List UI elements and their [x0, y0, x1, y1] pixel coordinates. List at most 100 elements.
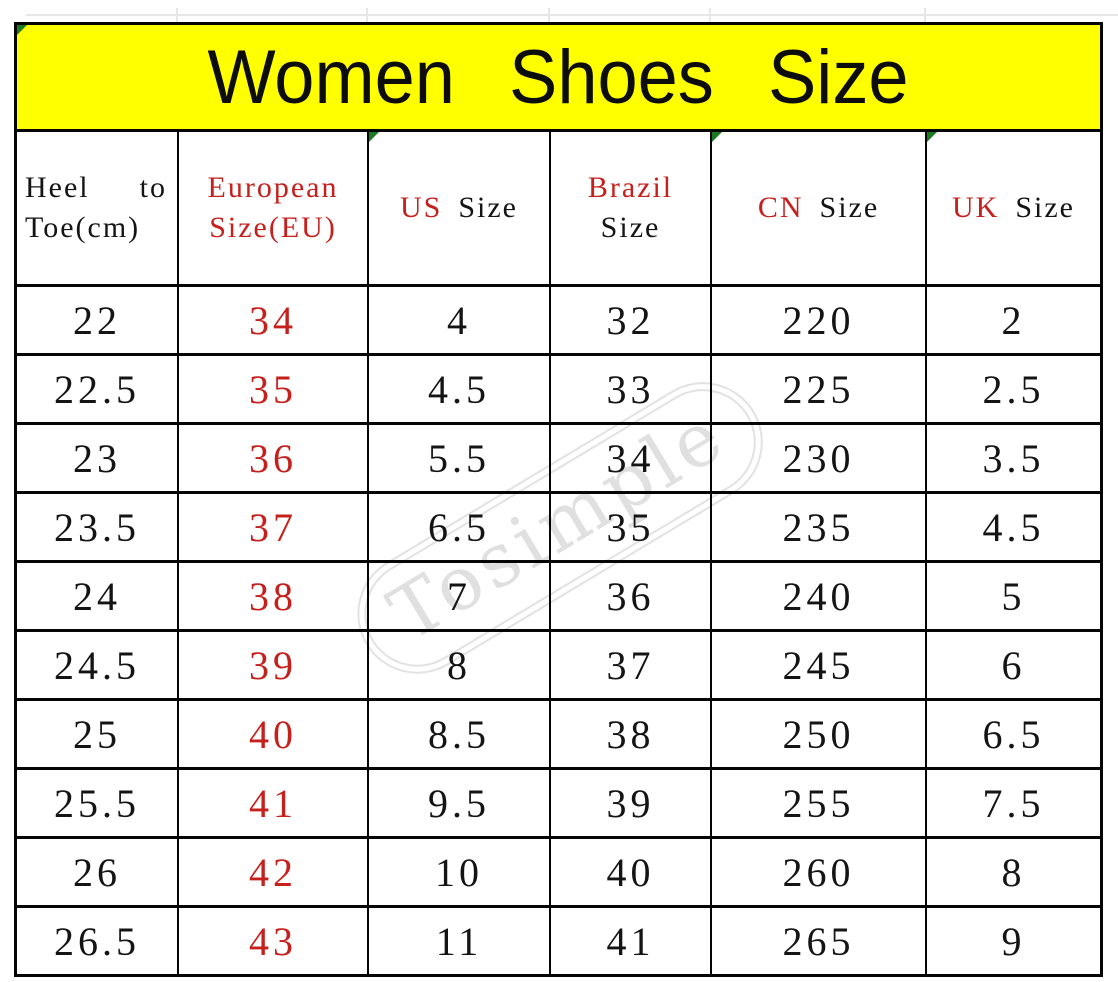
table-row: 25.5 41 9.5 39 255 7.5: [17, 767, 1100, 836]
header-uk-label: Size: [1015, 190, 1075, 224]
spreadsheet-gridline-stub: [709, 8, 711, 22]
spreadsheet-gridline-stub: [924, 8, 926, 22]
cell-us-size: 7: [367, 563, 549, 629]
table-body: 22 34 4 32 220 2 22.5 35 4.5 33 225 2.5 23 36 5.5 34 230…: [17, 284, 1100, 974]
cell-brazil-size: 32: [549, 287, 710, 353]
table-row: 22.5 35 4.5 33 225 2.5: [17, 353, 1100, 422]
header-word-toe-cm: Toe(cm): [25, 211, 141, 244]
spreadsheet-gridline: [26, 14, 1118, 16]
cell-heel-to-toe-cm: 23.5: [54, 504, 140, 550]
cell-uk-size: 2.5: [925, 356, 1100, 422]
cell-heel-to-toe-cm: 25.5: [54, 780, 140, 826]
header-heel-to-toe-cm: Heel to Toe(cm): [17, 132, 177, 284]
cell-brazil-size: 36: [549, 563, 710, 629]
header-uk-size: UK Size: [925, 132, 1100, 284]
header-us-label: Size: [458, 190, 518, 224]
table-row: 25 40 8.5 38 250 6.5: [17, 698, 1100, 767]
cell-cn-size: 220: [710, 287, 925, 353]
cell-cn-size: 255: [710, 770, 925, 836]
table-row: 22 34 4 32 220 2: [17, 284, 1100, 353]
header-cn-size: CN Size: [710, 132, 925, 284]
spreadsheet-gridline-stub: [366, 8, 368, 22]
cell-brazil-size: 41: [549, 908, 710, 974]
cell-eu-size: 34: [177, 287, 367, 353]
cell-eu-size: 37: [177, 494, 367, 560]
cell-cn-size: 225: [710, 356, 925, 422]
cell-us-size: 4: [367, 287, 549, 353]
cell-brazil-size: 39: [549, 770, 710, 836]
table-row: 24.5 39 8 37 245 6: [17, 629, 1100, 698]
cell-heel-to-toe-cm: 23: [73, 435, 121, 481]
cell-us-size: 8.5: [367, 701, 549, 767]
table-row: 23.5 37 6.5 35 235 4.5: [17, 491, 1100, 560]
header-brazil-size: Brazil Size: [549, 132, 710, 284]
cell-eu-size: 42: [177, 839, 367, 905]
header-eu-line1: European: [207, 170, 339, 204]
cell-us-size: 11: [367, 908, 549, 974]
size-conversion-table: Women Shoes Size Heel to Toe(cm) Europea…: [14, 22, 1103, 977]
cell-cn-size: 245: [710, 632, 925, 698]
header-eu-line2: Size(EU): [209, 211, 337, 244]
cell-heel-to-toe-cm: 26: [73, 849, 121, 895]
cell-uk-size: 2: [925, 287, 1100, 353]
cell-brazil-size: 40: [549, 839, 710, 905]
cell-brazil-size: 33: [549, 356, 710, 422]
header-brazil-prefix: Brazil: [587, 170, 674, 204]
cell-heel-to-toe-cm: 25: [73, 711, 121, 757]
table-row: 23 36 5.5 34 230 3.5: [17, 422, 1100, 491]
cell-eu-size: 38: [177, 563, 367, 629]
cell-uk-size: 6.5: [925, 701, 1100, 767]
cell-us-size: 4.5: [367, 356, 549, 422]
spreadsheet-gridline-stub: [548, 8, 550, 22]
cell-eu-size: 36: [177, 425, 367, 491]
table-title-banner: Women Shoes Size: [17, 25, 1100, 132]
excel-flag-icon: [369, 132, 379, 142]
header-cn-label: Size: [819, 190, 880, 224]
cell-us-size: 6.5: [367, 494, 549, 560]
cell-us-size: 8: [367, 632, 549, 698]
cell-heel-to-toe-cm: 22.5: [54, 366, 140, 412]
excel-flag-icon: [712, 132, 722, 142]
table-row: 26.5 43 11 41 265 9: [17, 905, 1100, 974]
cell-uk-size: 7.5: [925, 770, 1100, 836]
cell-cn-size: 240: [710, 563, 925, 629]
table-title: Women Shoes Size: [207, 34, 910, 120]
cell-eu-size: 35: [177, 356, 367, 422]
cell-cn-size: 230: [710, 425, 925, 491]
table-row: 24 38 7 36 240 5: [17, 560, 1100, 629]
excel-flag-icon: [927, 132, 937, 142]
cell-brazil-size: 35: [549, 494, 710, 560]
cell-heel-to-toe-cm: 22: [73, 297, 121, 343]
cell-uk-size: 3.5: [925, 425, 1100, 491]
cell-heel-to-toe-cm: 26.5: [54, 918, 140, 964]
excel-flag-icon: [17, 25, 27, 35]
header-word-heel: Heel: [25, 170, 90, 204]
cell-brazil-size: 37: [549, 632, 710, 698]
cell-brazil-size: 34: [549, 425, 710, 491]
cell-uk-size: 9: [925, 908, 1100, 974]
cell-uk-size: 6: [925, 632, 1100, 698]
table-header-row: Heel to Toe(cm) European Size(EU) US Siz…: [17, 132, 1100, 284]
cell-cn-size: 235: [710, 494, 925, 560]
cell-heel-to-toe-cm: 24.5: [54, 642, 140, 688]
table-row: 26 42 10 40 260 8: [17, 836, 1100, 905]
header-word-to: to: [139, 170, 167, 204]
cell-eu-size: 39: [177, 632, 367, 698]
cell-us-size: 10: [367, 839, 549, 905]
cell-us-size: 5.5: [367, 425, 549, 491]
header-us-prefix: US: [399, 190, 443, 224]
cell-us-size: 9.5: [367, 770, 549, 836]
cell-uk-size: 8: [925, 839, 1100, 905]
cell-eu-size: 43: [177, 908, 367, 974]
cell-eu-size: 41: [177, 770, 367, 836]
cell-uk-size: 4.5: [925, 494, 1100, 560]
header-uk-prefix: UK: [952, 190, 1000, 224]
header-eu-size: European Size(EU): [177, 132, 367, 284]
header-us-size: US Size: [367, 132, 549, 284]
spreadsheet-gridline-stub: [176, 8, 178, 22]
cell-heel-to-toe-cm: 24: [73, 573, 121, 619]
header-cn-prefix: CN: [757, 190, 804, 224]
cell-eu-size: 40: [177, 701, 367, 767]
cell-cn-size: 265: [710, 908, 925, 974]
